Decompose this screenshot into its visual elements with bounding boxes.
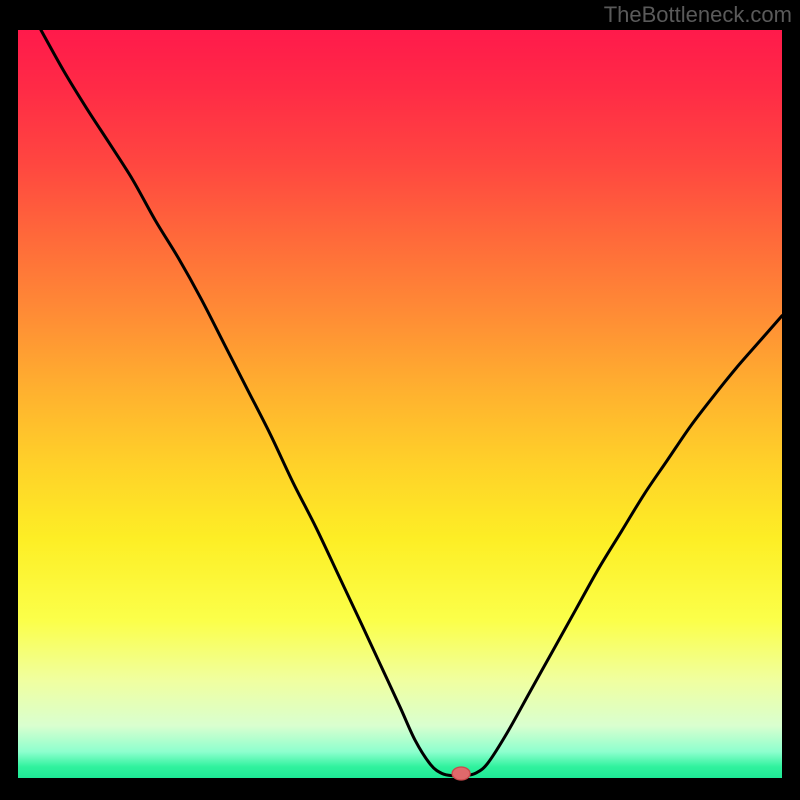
bottleneck-curve-plot [0,0,800,800]
watermark-text: TheBottleneck.com [604,2,792,28]
optimal-point-marker [452,767,470,780]
plot-background [18,30,782,778]
chart-outer-frame: { "watermark": "TheBottleneck.com", "plo… [0,0,800,800]
